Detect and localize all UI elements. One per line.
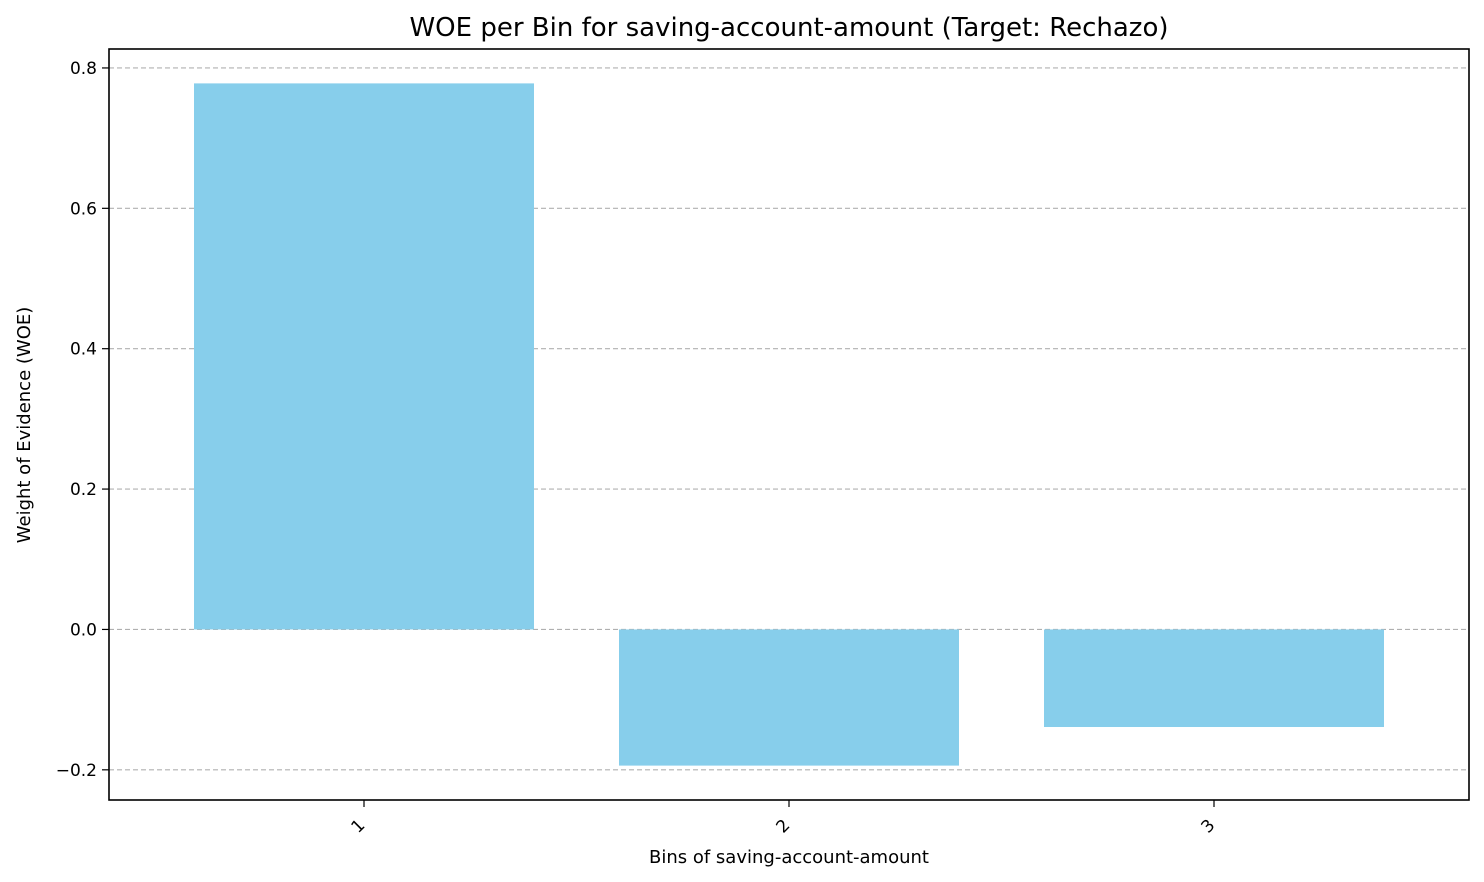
y-tick-label: 0.8: [70, 59, 97, 79]
bar-bin-3: [1044, 629, 1384, 728]
bar-bin-2: [619, 629, 959, 766]
y-tick-label: 0.6: [70, 199, 97, 219]
y-tick-label: 0.2: [70, 480, 97, 500]
y-axis-ticks: −0.2 0.0 0.2 0.4 0.6 0.8: [56, 59, 109, 781]
y-axis-label: Weight of Evidence (WOE): [14, 307, 35, 544]
bars: [194, 83, 1384, 766]
x-axis-label: Bins of saving-account-amount: [649, 847, 929, 868]
chart-title: WOE per Bin for saving-account-amount (T…: [409, 13, 1168, 43]
bar-bin-1: [194, 83, 534, 630]
y-tick-label: −0.2: [56, 761, 97, 781]
plot-frame: [108, 48, 1470, 801]
y-tick-label: 0.0: [70, 620, 97, 640]
y-tick-label: 0.4: [70, 340, 97, 360]
